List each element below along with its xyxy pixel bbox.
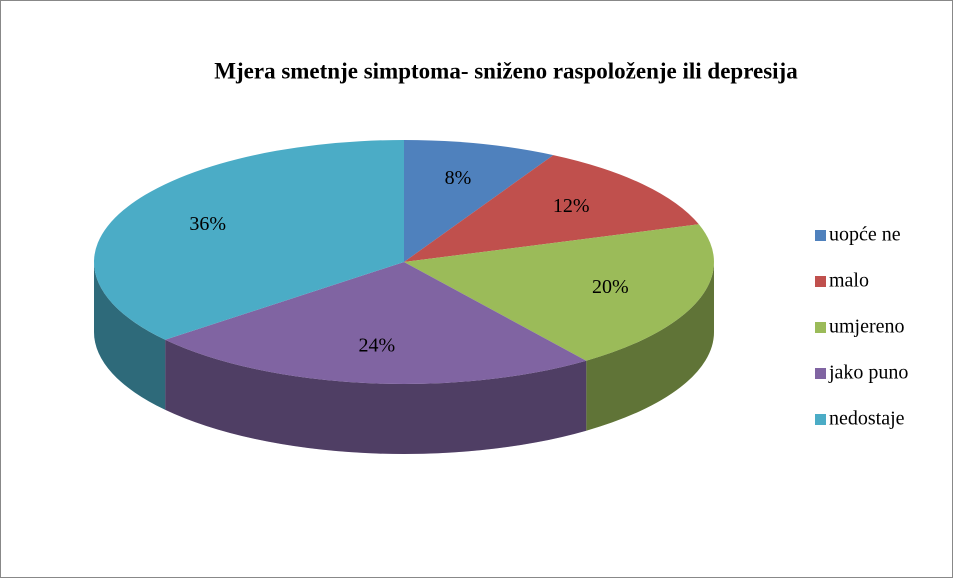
slice [94,140,404,340]
slice [404,140,554,262]
legend-swatch [815,368,826,379]
legend-swatch [815,230,826,241]
data-label: 8% [445,167,472,189]
legend-label: uopće ne [829,224,901,246]
slice-side [165,339,587,454]
data-label: 12% [553,195,590,217]
legend-label: jako puno [828,362,908,384]
slice-side-shade [165,339,587,454]
data-label: 24% [358,334,395,356]
chart-title: Mjera smetnje simptoma- sniženo raspolož… [214,58,798,83]
slice-side [93,262,166,410]
slice-side-shade [586,262,714,431]
legend-label: umjereno [829,316,905,338]
slice [165,262,587,384]
slice [404,155,699,262]
legend-swatch [815,322,826,333]
legend-swatch [815,414,826,425]
slice-side-shade [93,262,166,410]
slice-side [586,262,714,431]
legend-label: malo [829,270,869,292]
data-label: 36% [189,213,226,235]
slice [404,224,714,361]
legend-label: nedostaje [829,408,905,430]
data-label: 20% [592,276,629,298]
legend-swatch [815,276,826,287]
